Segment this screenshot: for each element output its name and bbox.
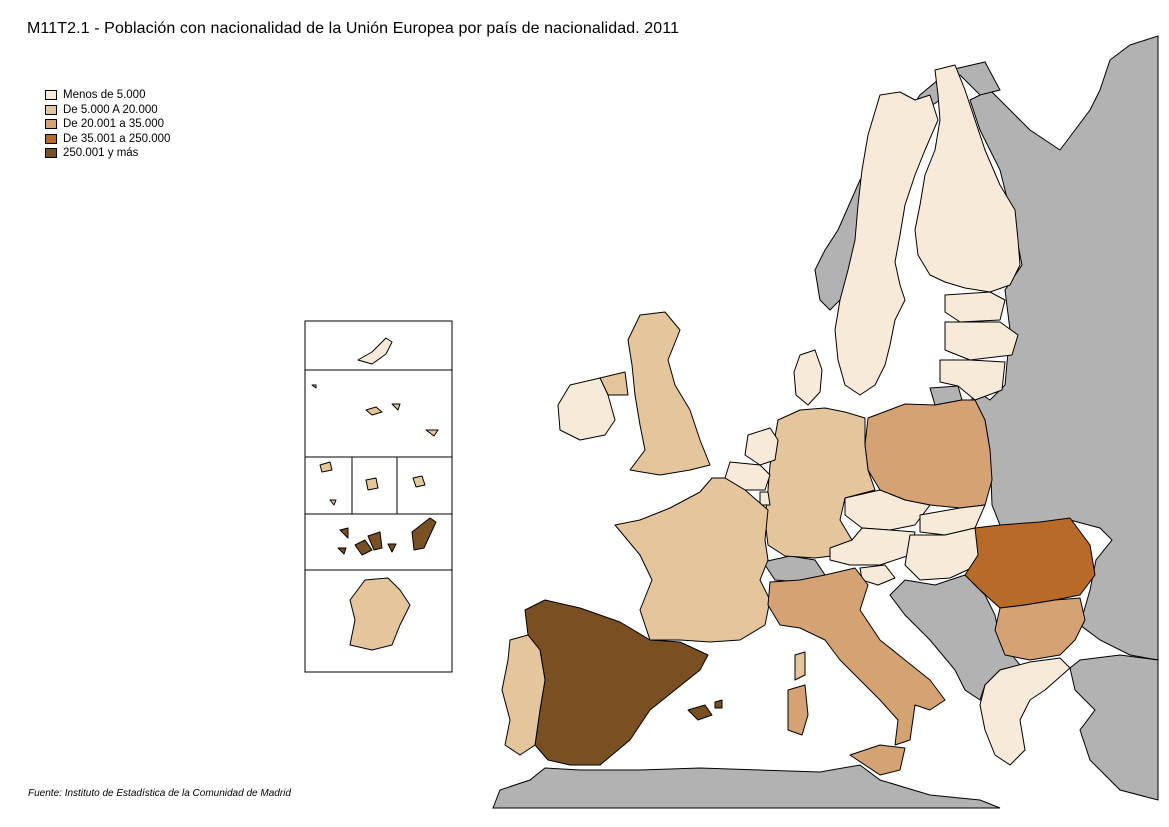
inset-martinique [412, 475, 426, 488]
country-sicily [849, 744, 906, 776]
country-portugal [501, 634, 546, 756]
legend-item: 250.001 y más [45, 146, 170, 161]
country-bulgaria [994, 597, 1086, 661]
country-italy [767, 567, 946, 746]
legend-item: De 20.001 a 35.000 [45, 117, 170, 132]
legend-label: 250.001 y más [63, 147, 139, 160]
country-czech [844, 489, 931, 531]
country-netherlands [744, 427, 779, 466]
country-romania [964, 517, 1096, 609]
country-finland [914, 64, 1021, 293]
source-note: Fuente: Instituto de Estadística de la C… [28, 788, 291, 799]
inset-french-guiana [349, 577, 411, 651]
legend-swatch [45, 90, 57, 101]
legend-label: Menos de 5.000 [63, 89, 146, 102]
country-luxembourg [759, 491, 771, 506]
country-lithuania [939, 359, 1006, 401]
legend-swatch [45, 133, 57, 144]
non-eu-turkey [1069, 654, 1159, 801]
inset-guadeloupe [365, 477, 379, 491]
country-ireland [557, 377, 616, 441]
legend-label: De 20.001 a 35.000 [63, 118, 165, 131]
map-legend: Menos de 5.000 De 5.000 A 20.000 De 20.0… [45, 88, 170, 161]
legend-item: De 5.000 A 20.000 [45, 103, 170, 118]
country-corsica [794, 651, 806, 681]
country-united-kingdom [627, 311, 711, 476]
legend-swatch [45, 148, 57, 159]
country-greece [979, 657, 1071, 766]
country-latvia [944, 321, 1019, 361]
country-estonia [944, 291, 1006, 323]
country-poland [864, 399, 993, 509]
inset-canary-islands [337, 517, 437, 556]
legend-item: Menos de 5.000 [45, 88, 170, 103]
country-balearic-islands [687, 699, 723, 721]
inset-madeira [319, 461, 337, 506]
non-eu-russia-east [969, 35, 1159, 661]
country-sweden [834, 91, 939, 396]
inset-cyprus [357, 337, 393, 365]
country-france [614, 477, 771, 643]
inset-azores [311, 384, 439, 437]
legend-swatch [45, 119, 57, 130]
legend-label: De 5.000 A 20.000 [63, 103, 158, 116]
country-sardinia [787, 684, 809, 736]
map-title: M11T2.1 - Población con nacionalidad de … [27, 20, 680, 37]
country-denmark [793, 349, 823, 406]
legend-item: De 35.001 a 250.000 [45, 132, 170, 147]
legend-swatch [45, 104, 57, 115]
legend-label: De 35.001 a 250.000 [63, 132, 171, 145]
non-eu-north-africa [492, 764, 1001, 809]
